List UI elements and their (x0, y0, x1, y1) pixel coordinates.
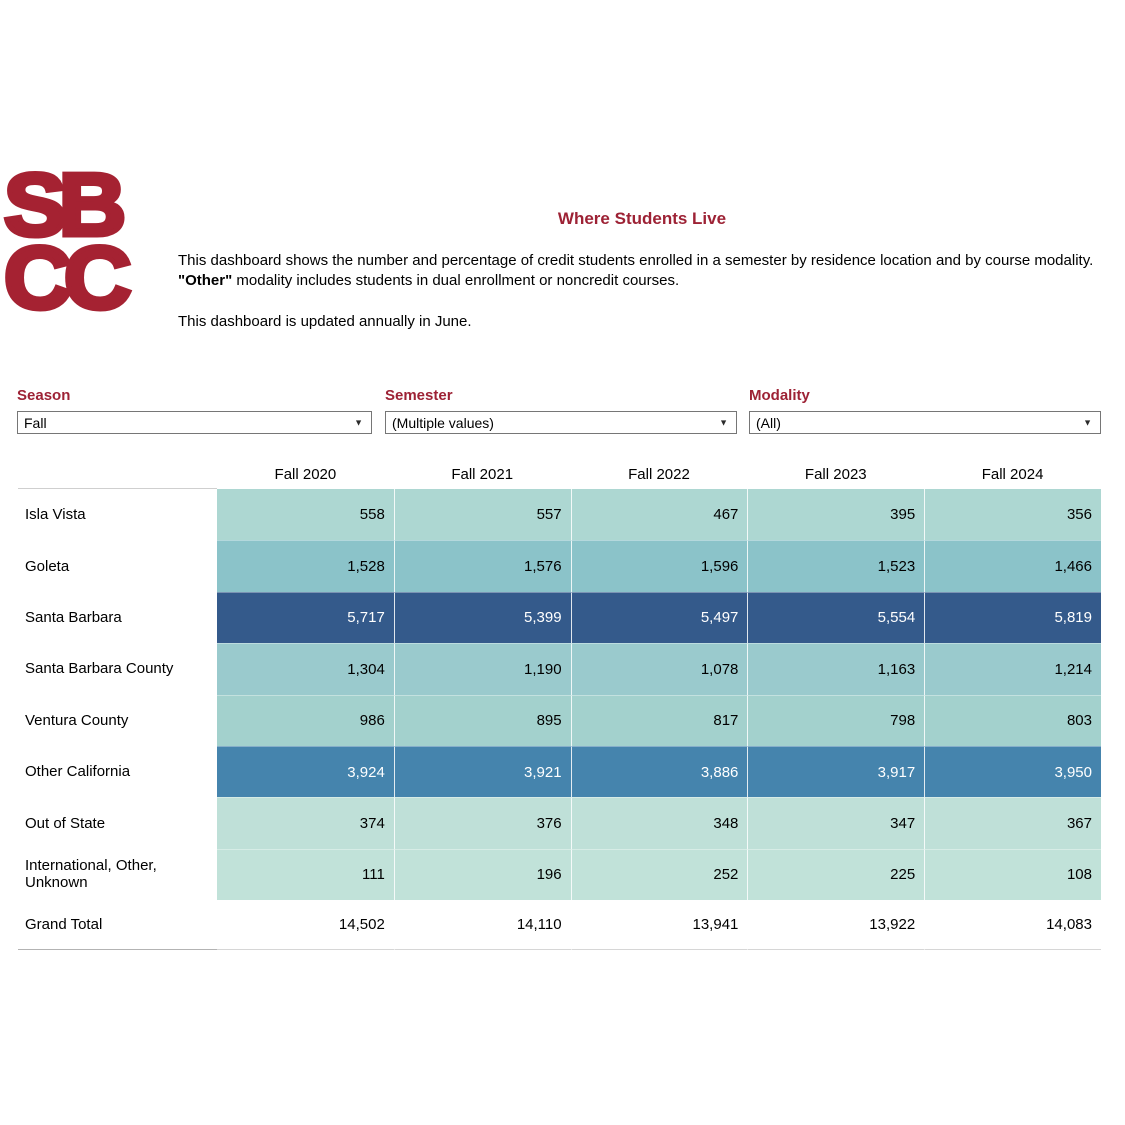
table-cell[interactable]: 798 (747, 694, 925, 746)
season-dropdown-value: Fall (24, 414, 47, 431)
row-label[interactable]: Santa Barbara County (18, 643, 217, 695)
table-row: Ventura County 986 895 817 798 803 (18, 694, 1101, 746)
row-label[interactable]: Other California (18, 745, 217, 798)
season-dropdown[interactable]: Fall ▼ (17, 411, 372, 434)
table-row: Santa Barbara County 1,304 1,190 1,078 1… (18, 643, 1101, 695)
table-cell[interactable]: 14,110 (393, 900, 571, 951)
row-label[interactable]: Grand Total (18, 900, 217, 951)
residence-table: Fall 2020 Fall 2021 Fall 2022 Fall 2023 … (18, 463, 1101, 951)
table-cell[interactable]: 367 (924, 797, 1101, 849)
table-cell[interactable]: 111 (217, 848, 394, 901)
sbcc-logo: SB CC (1, 155, 174, 327)
table-cell[interactable]: 5,554 (747, 591, 925, 644)
table-cell[interactable]: 3,950 (924, 745, 1101, 798)
column-header-fall-2024[interactable]: Fall 2024 (981, 466, 1044, 483)
column-header-fall-2021[interactable]: Fall 2021 (451, 466, 514, 483)
table-cell[interactable]: 3,924 (217, 745, 394, 798)
sbcc-logo-line1: SB (1, 155, 128, 254)
table-cell[interactable]: 1,190 (393, 643, 571, 695)
table-row: Isla Vista 558 557 467 395 356 (18, 489, 1101, 541)
table-cell[interactable]: 1,304 (217, 643, 394, 695)
row-label[interactable]: Out of State (18, 797, 217, 849)
table-row: Other California 3,924 3,921 3,886 3,917… (18, 745, 1101, 798)
season-filter-label: Season (17, 387, 71, 404)
table-cell[interactable]: 374 (217, 797, 394, 849)
table-cell[interactable]: 5,399 (393, 591, 571, 644)
modality-filter: Modality (All) ▼ (749, 387, 1101, 434)
column-header-fall-2020[interactable]: Fall 2020 (274, 466, 337, 483)
row-label[interactable]: International, Other, Unknown (18, 848, 217, 901)
table-cell[interactable]: 13,922 (747, 900, 925, 951)
modality-filter-label: Modality (749, 387, 810, 404)
semester-dropdown-value: (Multiple values) (392, 414, 494, 431)
table-cell[interactable]: 1,528 (217, 540, 394, 592)
update-note: This dashboard is updated annually in Ju… (178, 313, 472, 330)
table-cell[interactable]: 1,466 (924, 540, 1101, 592)
table-corner (18, 463, 217, 489)
table-row: International, Other, Unknown 111 196 25… (18, 848, 1101, 901)
table-cell[interactable]: 225 (747, 848, 925, 901)
table-cell[interactable]: 356 (924, 489, 1101, 541)
table-header-row: Fall 2020 Fall 2021 Fall 2022 Fall 2023 … (18, 463, 1101, 489)
semester-filter: Semester (Multiple values) ▼ (385, 387, 737, 434)
table-cell[interactable]: 395 (747, 489, 925, 541)
table-cell[interactable]: 3,917 (747, 745, 925, 798)
row-label[interactable]: Goleta (18, 540, 217, 592)
row-label[interactable]: Ventura County (18, 694, 217, 746)
table-cell[interactable]: 895 (393, 694, 571, 746)
season-filter: Season Fall ▼ (17, 387, 372, 434)
sbcc-logo-line2: CC (1, 228, 134, 327)
table-cell[interactable]: 13,941 (570, 900, 748, 951)
table-cell[interactable]: 108 (924, 848, 1101, 901)
description-part1: This dashboard shows the number and perc… (178, 252, 1102, 269)
row-label[interactable]: Santa Barbara (18, 591, 217, 644)
table-cell[interactable]: 1,163 (747, 643, 925, 695)
table-cell[interactable]: 557 (393, 489, 571, 541)
table-cell[interactable]: 5,819 (924, 591, 1101, 644)
table-cell[interactable]: 196 (393, 848, 571, 901)
row-label[interactable]: Isla Vista (18, 489, 217, 541)
table-cell[interactable]: 1,576 (393, 540, 571, 592)
grand-total-row: Grand Total 14,502 14,110 13,941 13,922 … (18, 900, 1101, 951)
page-title: Where Students Live (557, 209, 727, 228)
semester-filter-label: Semester (385, 387, 453, 404)
column-header-fall-2022[interactable]: Fall 2022 (628, 466, 690, 483)
table-row: Out of State 374 376 348 347 367 (18, 797, 1101, 849)
modality-dropdown[interactable]: (All) ▼ (749, 411, 1101, 434)
table-cell[interactable]: 1,078 (570, 643, 748, 695)
table-cell[interactable]: 347 (747, 797, 925, 849)
chevron-down-icon: ▼ (719, 417, 728, 427)
table-cell[interactable]: 5,717 (217, 591, 394, 644)
table-row: Goleta 1,528 1,576 1,596 1,523 1,466 (18, 540, 1101, 592)
column-header-fall-2023[interactable]: Fall 2023 (804, 466, 867, 483)
table-cell[interactable]: 3,886 (570, 745, 748, 798)
table-cell[interactable]: 817 (570, 694, 748, 746)
semester-dropdown[interactable]: (Multiple values) ▼ (385, 411, 737, 434)
chevron-down-icon: ▼ (354, 417, 363, 427)
description-part2: modality includes students in dual enrol… (232, 272, 680, 289)
table-row: Santa Barbara 5,717 5,399 5,497 5,554 5,… (18, 591, 1101, 644)
dashboard-description: This dashboard shows the number and perc… (178, 251, 1106, 291)
table-cell[interactable]: 252 (570, 848, 748, 901)
table-cell[interactable]: 376 (393, 797, 571, 849)
table-cell[interactable]: 348 (570, 797, 748, 849)
table-cell[interactable]: 1,523 (747, 540, 925, 592)
table-cell[interactable]: 558 (217, 489, 394, 541)
description-bold-other: "Other" (178, 272, 233, 289)
table-cell[interactable]: 1,214 (924, 643, 1101, 695)
table-cell[interactable]: 5,497 (570, 591, 748, 644)
table-cell[interactable]: 14,502 (217, 900, 394, 951)
table-cell[interactable]: 14,083 (924, 900, 1101, 951)
table-cell[interactable]: 467 (570, 489, 748, 541)
modality-dropdown-value: (All) (756, 414, 781, 431)
table-cell[interactable]: 986 (217, 694, 394, 746)
table-cell[interactable]: 803 (924, 694, 1101, 746)
table-cell[interactable]: 3,921 (393, 745, 571, 798)
chevron-down-icon: ▼ (1083, 417, 1092, 427)
table-cell[interactable]: 1,596 (570, 540, 748, 592)
